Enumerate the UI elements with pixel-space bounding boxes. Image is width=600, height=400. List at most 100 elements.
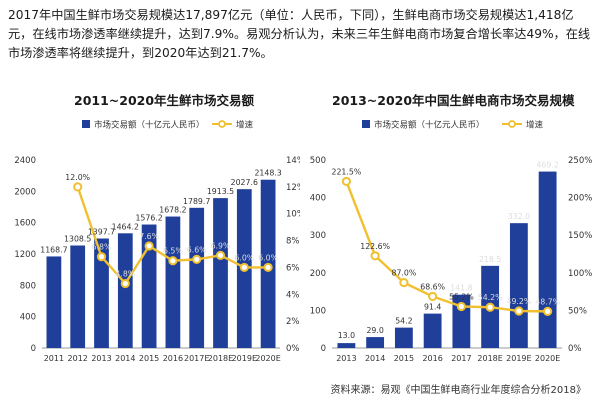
bar-value-label: 1168.7 bbox=[40, 245, 67, 254]
bar-value-label: 1308.5 bbox=[64, 235, 91, 244]
left-tick-label: 400 bbox=[310, 194, 326, 204]
bar-value-label: 141.8 bbox=[450, 284, 472, 293]
bar bbox=[213, 198, 228, 348]
bar bbox=[366, 337, 385, 348]
growth-value-label: 122.6% bbox=[360, 242, 390, 251]
bar bbox=[394, 327, 413, 348]
x-tick-label: 2011 bbox=[44, 354, 64, 363]
growth-marker bbox=[263, 262, 273, 273]
left-tick-label: 0 bbox=[321, 344, 326, 354]
growth-value-label: 54.2% bbox=[478, 293, 503, 302]
growth-value-label: 7.6% bbox=[139, 232, 159, 241]
bar-value-label: 2027.6 bbox=[231, 178, 258, 187]
left-tick-label: 100 bbox=[310, 306, 326, 316]
legend-line-label: 增速 bbox=[236, 120, 254, 131]
right-tick-label: 250% bbox=[568, 156, 592, 166]
growth-value-label: 55.2% bbox=[449, 292, 474, 301]
x-tick-label: 2019E bbox=[506, 354, 531, 363]
right-tick-label: 2% bbox=[286, 317, 300, 327]
bar bbox=[117, 233, 133, 348]
legend: 市场交易额（十亿元人民币） 增速 bbox=[362, 120, 544, 131]
growth-marker bbox=[428, 291, 438, 302]
x-tick-label: 2016 bbox=[422, 354, 442, 363]
left-tick-label: 200 bbox=[310, 269, 326, 279]
growth-value-label: 68.6% bbox=[420, 282, 445, 291]
left-tick-label: 2000 bbox=[14, 187, 36, 197]
left-tick-label: 400 bbox=[20, 313, 36, 323]
x-tick-label: 2012 bbox=[68, 354, 88, 363]
growth-value-label: 48.7% bbox=[535, 297, 560, 306]
bar bbox=[46, 256, 62, 348]
bar bbox=[165, 216, 181, 348]
growth-marker bbox=[485, 302, 495, 312]
growth-marker bbox=[456, 301, 466, 312]
chart-fresh-market: 市场交易额（十亿元人民币） 增速 0 400 800 1200 1600 2000 2400 0%… bbox=[14, 120, 300, 364]
right-tick-label: 200% bbox=[568, 194, 592, 204]
growth-marker bbox=[144, 241, 154, 251]
bar bbox=[337, 343, 356, 348]
x-tick-label: 2017 bbox=[451, 354, 471, 363]
growth-value-label: 49.2% bbox=[506, 297, 531, 306]
growth-line bbox=[345, 180, 548, 313]
growth-marker bbox=[73, 182, 83, 192]
bar-value-label: 1397.7 bbox=[88, 228, 115, 237]
bar-value-label: 1678.2 bbox=[159, 206, 186, 215]
bar bbox=[538, 171, 557, 348]
right-tick-label: 4% bbox=[286, 290, 300, 300]
x-tick-label: 2018E bbox=[208, 354, 233, 363]
x-tick-label: 2014 bbox=[115, 354, 135, 363]
legend: 市场交易额（十亿元人民币） 增速 bbox=[82, 120, 254, 131]
left-tick-label: 0 bbox=[31, 344, 36, 354]
bar-value-label: 13.0 bbox=[338, 331, 355, 340]
chart-title-fresh-ecommerce: 2013~2020年中国生鲜电商市场交易规模 bbox=[332, 93, 575, 108]
legend-line-label: 增速 bbox=[526, 120, 544, 131]
legend-line-marker bbox=[508, 120, 516, 128]
x-tick-label: 2020E bbox=[255, 354, 280, 363]
right-tick-label: 100% bbox=[568, 269, 592, 279]
left-tick-label: 500 bbox=[310, 156, 326, 166]
legend-line-marker bbox=[218, 120, 226, 128]
bar bbox=[70, 245, 86, 348]
source-note: 资料来源：易观《中国生鲜电商行业年度综合分析2018》 bbox=[330, 385, 586, 396]
x-tick-label: 2017E bbox=[184, 354, 209, 363]
x-tick-label: 2015 bbox=[139, 354, 159, 363]
left-tick-label: 1600 bbox=[14, 219, 36, 229]
right-tick-label: 12% bbox=[286, 183, 300, 193]
growth-marker bbox=[399, 277, 409, 288]
growth-value-label: 6.6% bbox=[187, 245, 207, 254]
bar-value-label: 54.2 bbox=[395, 317, 412, 326]
right-tick-label: 150% bbox=[568, 231, 592, 241]
growth-value-label: 6.9% bbox=[211, 241, 231, 250]
right-tick-label: 50% bbox=[568, 306, 587, 316]
x-tick-label: 2016 bbox=[163, 354, 183, 363]
right-tick-label: 8% bbox=[286, 237, 300, 247]
bar bbox=[189, 207, 205, 348]
bar-value-label: 469.2 bbox=[536, 161, 558, 170]
growth-marker bbox=[514, 306, 524, 316]
right-tick-label: 0% bbox=[286, 344, 300, 354]
growth-value-label: 4.8% bbox=[115, 270, 135, 279]
legend-bar-label: 市场交易额（十亿元人民币） bbox=[374, 120, 485, 131]
right-tick-label: 0% bbox=[568, 344, 582, 354]
growth-value-label: 12.0% bbox=[65, 173, 90, 182]
bar bbox=[94, 238, 109, 348]
legend-bar-swatch bbox=[82, 120, 90, 128]
growth-marker bbox=[341, 176, 351, 187]
left-tick-label: 1200 bbox=[14, 250, 36, 260]
x-tick-label: 2013 bbox=[91, 354, 111, 363]
bar-value-label: 91.4 bbox=[424, 303, 441, 312]
bar bbox=[452, 294, 471, 348]
legend-bar-swatch bbox=[362, 120, 370, 128]
right-tick-label: 14% bbox=[286, 156, 300, 166]
right-tick-label: 10% bbox=[286, 210, 300, 220]
bar-value-label: 218.5 bbox=[479, 255, 501, 264]
x-tick-label: 2014 bbox=[365, 354, 385, 363]
left-tick-label: 800 bbox=[20, 281, 36, 291]
growth-marker bbox=[168, 256, 178, 266]
legend-bar-label: 市场交易额（十亿元人民币） bbox=[94, 120, 205, 131]
bar-value-label: 2148.3 bbox=[254, 169, 281, 178]
growth-marker bbox=[192, 254, 202, 264]
bar-value-label: 332.0 bbox=[508, 212, 530, 221]
bar-value-label: 1576.2 bbox=[135, 214, 162, 223]
growth-marker bbox=[215, 250, 226, 260]
